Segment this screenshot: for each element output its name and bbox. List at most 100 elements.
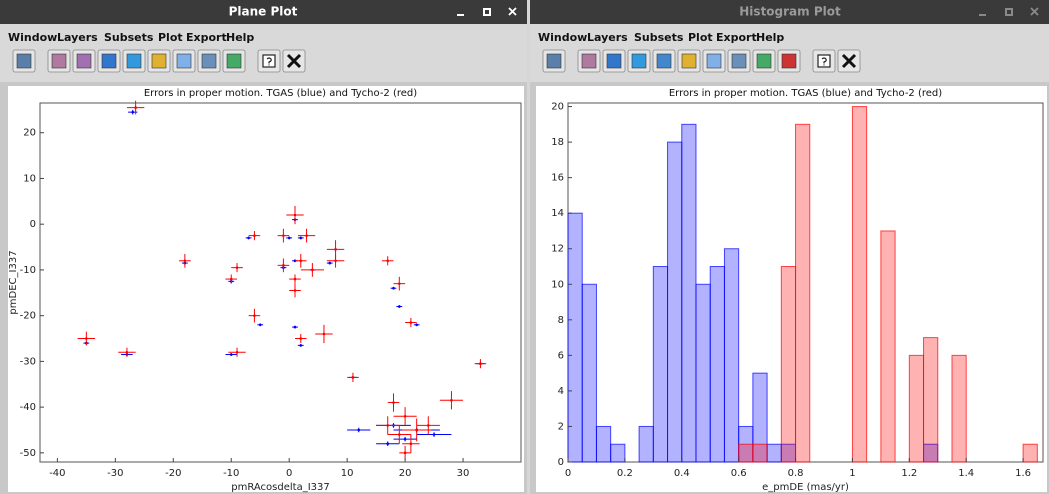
histogram-bar [596,426,610,462]
point-marker [392,287,395,290]
x-tick-label: 0 [565,468,571,479]
toolbar-button[interactable] [778,50,800,72]
menu-item[interactable]: Layers [587,31,628,44]
x-axis-label: pmRAcosdelta_I337 [231,482,330,493]
toolbar-button[interactable] [223,50,245,72]
point-marker [294,278,297,281]
x-tick-label: 1 [849,468,855,479]
toolbar-button[interactable] [148,50,170,72]
point-marker [334,259,337,262]
toolbar-button[interactable] [73,50,95,72]
histogram-bar [909,355,923,462]
menu-item[interactable]: Plot [688,31,713,44]
menu-item[interactable]: Help [226,31,254,44]
y-tick-label: 12 [551,244,564,255]
y-tick-label: -30 [20,356,36,367]
point-marker [259,324,262,327]
point-marker [410,321,413,324]
histogram-bar [682,124,696,462]
point-marker [415,324,418,327]
point-marker [282,264,285,267]
menu-item[interactable]: Subsets [104,31,154,44]
point-marker [299,344,302,347]
menu-item[interactable]: Subsets [634,31,684,44]
point-marker [386,442,389,445]
menu-item[interactable]: Layers [57,31,98,44]
screen: Plane Plot Histogram Plot WindowLayersSu… [0,0,1049,494]
toolbar-button[interactable] [678,50,700,72]
y-tick-label: -50 [20,448,36,459]
x-tick-label: 0.8 [788,468,804,479]
toolbar-button[interactable] [543,50,565,72]
toolbar-button[interactable] [838,50,860,72]
tool-icon [707,54,721,68]
histogram-bar [796,124,810,462]
menu-item[interactable]: Window [8,31,57,44]
point-marker [230,278,233,281]
histogram-bar [1023,444,1037,462]
point-marker [282,234,285,237]
point-marker [404,415,407,418]
toolbar-button[interactable] [753,50,775,72]
toolbar-button[interactable] [198,50,220,72]
y-tick-label: 14 [551,208,564,219]
tool-icon [177,54,191,68]
page: Plane Plot Histogram Plot WindowLayersSu… [0,0,1049,494]
window-title: Histogram Plot [739,5,841,19]
toolbar-button[interactable] [173,50,195,72]
y-axis-label: pmDEC_I337 [8,250,19,314]
point-marker [236,351,239,354]
point-marker [404,452,407,455]
x-tick-label: 1.2 [901,468,917,479]
x-axis-label: e_pmDE (mas/yr) [762,482,849,493]
toolbar-button[interactable] [123,50,145,72]
toolbar-button[interactable] [258,50,280,72]
x-tick-label: 0.2 [617,468,633,479]
menu-item[interactable]: Plot [158,31,183,44]
menu-item[interactable]: Export [186,31,227,44]
y-tick-label: -10 [20,265,36,276]
point-marker [427,424,430,427]
x-tick-label: 30 [457,468,470,479]
histogram-bar [952,355,966,462]
histogram-bar [739,444,753,462]
y-tick-label: 18 [551,137,564,148]
plot-background [8,86,524,492]
tool-icon [582,54,596,68]
toolbar-button[interactable] [813,50,835,72]
point-marker [288,237,291,240]
toolbar-button[interactable] [703,50,725,72]
toolbar-button[interactable] [98,50,120,72]
toolbar-button[interactable] [728,50,750,72]
toolbar-button[interactable] [603,50,625,72]
y-tick-label: -40 [20,402,36,413]
point-marker [398,433,401,436]
toolbar-button[interactable] [578,50,600,72]
histogram-bar [710,267,724,462]
histogram-bar [639,426,653,462]
x-tick-label: 1.6 [1015,468,1031,479]
toolbar-button[interactable] [13,50,35,72]
tool-icon [757,54,771,68]
x-tick-label: -10 [223,468,239,479]
point-marker [299,237,302,240]
tool-icon [102,54,116,68]
menu-item[interactable]: Export [716,31,757,44]
menu-item[interactable]: Window [538,31,587,44]
tool-icon [152,54,166,68]
point-marker [328,262,331,265]
point-marker [398,305,401,308]
point-marker [392,401,395,404]
point-marker [299,337,302,340]
point-marker [410,442,413,445]
menu-item[interactable]: Help [756,31,784,44]
x-tick-label: -20 [165,468,181,479]
toolbar-button[interactable] [653,50,675,72]
toolbar-button[interactable] [283,50,305,72]
toolbar-button[interactable] [628,50,650,72]
tool-icon [127,54,141,68]
toolbar-button[interactable] [48,50,70,72]
tool-icon [227,54,241,68]
histogram-bar [668,142,682,462]
window-title: Plane Plot [229,5,298,19]
